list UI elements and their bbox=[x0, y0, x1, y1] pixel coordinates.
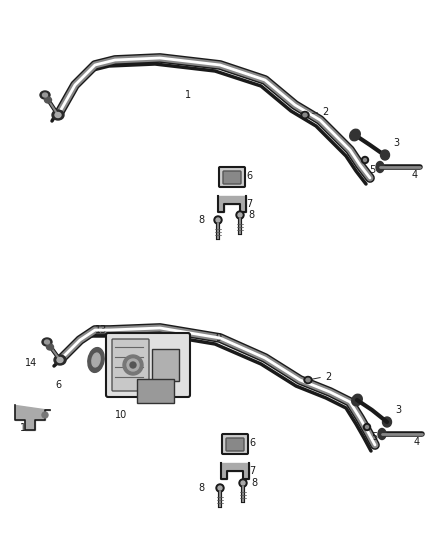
Text: 8: 8 bbox=[248, 210, 254, 220]
Ellipse shape bbox=[301, 111, 309, 118]
Ellipse shape bbox=[42, 338, 52, 346]
Ellipse shape bbox=[216, 218, 220, 222]
Polygon shape bbox=[15, 405, 50, 430]
Ellipse shape bbox=[350, 129, 360, 141]
Ellipse shape bbox=[236, 211, 244, 219]
Ellipse shape bbox=[40, 91, 50, 99]
Ellipse shape bbox=[239, 479, 247, 487]
Text: 3: 3 bbox=[393, 138, 399, 148]
Text: 5: 5 bbox=[369, 165, 375, 175]
Ellipse shape bbox=[238, 213, 242, 217]
Text: 7: 7 bbox=[246, 199, 252, 209]
Text: 2: 2 bbox=[325, 372, 331, 382]
Ellipse shape bbox=[361, 157, 368, 164]
Ellipse shape bbox=[382, 417, 392, 427]
Text: 6: 6 bbox=[249, 438, 255, 448]
Polygon shape bbox=[218, 196, 246, 212]
FancyBboxPatch shape bbox=[222, 434, 248, 454]
Text: 6: 6 bbox=[55, 380, 61, 390]
Ellipse shape bbox=[55, 112, 61, 117]
Ellipse shape bbox=[54, 355, 66, 365]
Ellipse shape bbox=[376, 161, 384, 173]
Ellipse shape bbox=[365, 425, 368, 429]
Polygon shape bbox=[221, 463, 249, 479]
Text: 4: 4 bbox=[414, 437, 420, 447]
Ellipse shape bbox=[364, 424, 371, 431]
Ellipse shape bbox=[52, 110, 64, 120]
FancyBboxPatch shape bbox=[223, 171, 241, 184]
Text: 8: 8 bbox=[198, 215, 204, 225]
Text: 5: 5 bbox=[371, 432, 377, 442]
FancyBboxPatch shape bbox=[137, 379, 174, 403]
Ellipse shape bbox=[42, 412, 48, 418]
Text: 11: 11 bbox=[105, 375, 117, 385]
Ellipse shape bbox=[42, 93, 47, 97]
Ellipse shape bbox=[57, 358, 63, 362]
Text: 9: 9 bbox=[215, 333, 221, 343]
Ellipse shape bbox=[381, 150, 389, 160]
Ellipse shape bbox=[216, 484, 224, 492]
Ellipse shape bbox=[304, 376, 312, 384]
Ellipse shape bbox=[218, 486, 222, 490]
FancyBboxPatch shape bbox=[106, 333, 190, 397]
Text: 7: 7 bbox=[249, 466, 255, 476]
FancyBboxPatch shape bbox=[112, 339, 149, 391]
Ellipse shape bbox=[364, 158, 367, 161]
Text: 1: 1 bbox=[185, 90, 191, 100]
Text: 6: 6 bbox=[246, 171, 252, 181]
Text: 3: 3 bbox=[395, 405, 401, 415]
Ellipse shape bbox=[241, 481, 245, 485]
Text: 13: 13 bbox=[95, 325, 107, 335]
Ellipse shape bbox=[306, 378, 310, 382]
Text: 12: 12 bbox=[20, 423, 32, 433]
Ellipse shape bbox=[352, 394, 362, 406]
Ellipse shape bbox=[303, 113, 307, 117]
Ellipse shape bbox=[214, 216, 222, 224]
Ellipse shape bbox=[45, 97, 52, 103]
Ellipse shape bbox=[378, 429, 386, 440]
Ellipse shape bbox=[46, 344, 53, 350]
FancyBboxPatch shape bbox=[152, 349, 179, 381]
Text: 4: 4 bbox=[412, 170, 418, 180]
Text: 10: 10 bbox=[115, 410, 127, 420]
Text: 8: 8 bbox=[251, 478, 257, 488]
Text: 8: 8 bbox=[198, 483, 204, 493]
Text: 2: 2 bbox=[322, 107, 328, 117]
Ellipse shape bbox=[88, 348, 104, 373]
Ellipse shape bbox=[45, 340, 49, 344]
FancyBboxPatch shape bbox=[226, 438, 244, 451]
Ellipse shape bbox=[123, 355, 143, 375]
Ellipse shape bbox=[92, 353, 100, 367]
Ellipse shape bbox=[127, 359, 139, 371]
Text: 14: 14 bbox=[25, 358, 37, 368]
FancyBboxPatch shape bbox=[219, 167, 245, 187]
Ellipse shape bbox=[130, 362, 136, 368]
